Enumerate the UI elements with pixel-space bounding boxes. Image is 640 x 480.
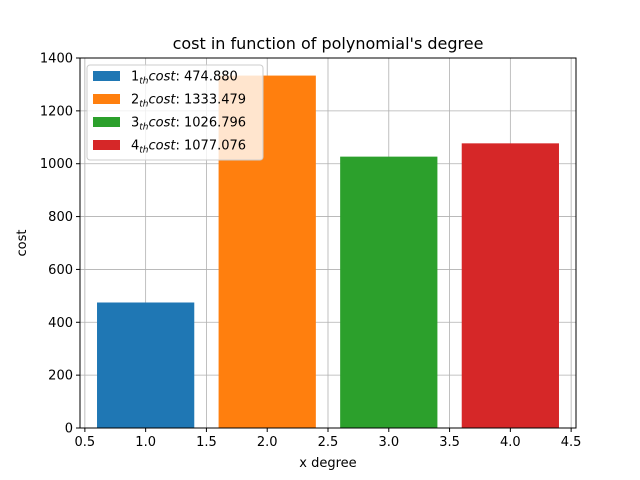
x-tick-label: 1.5 bbox=[196, 435, 217, 450]
x-tick-label: 3.5 bbox=[439, 435, 460, 450]
legend-box bbox=[86, 64, 264, 161]
bar-3 bbox=[340, 156, 438, 428]
x-axis-ticks: 0.5 1.0 1.5 2.0 2.5 3.0 3.5 4.0 4.5 bbox=[75, 428, 582, 450]
y-axis-label: cost bbox=[15, 230, 30, 257]
legend-swatch-1 bbox=[93, 71, 120, 81]
y-axis-ticks: 0 200 400 600 800 1000 1200 1400 bbox=[40, 52, 80, 437]
x-axis-label: x degree bbox=[299, 456, 356, 471]
y-tick-label: 1000 bbox=[40, 157, 73, 172]
legend-swatch-3 bbox=[93, 117, 120, 127]
x-tick-label: 2.5 bbox=[318, 435, 339, 450]
legend-label-1: 1thcost: 474.880 bbox=[131, 70, 238, 87]
x-tick-label: 2.0 bbox=[257, 435, 278, 450]
y-tick-label: 0 bbox=[65, 422, 73, 437]
x-tick-label: 4.0 bbox=[500, 435, 521, 450]
y-tick-label: 200 bbox=[48, 369, 73, 384]
y-tick-label: 1400 bbox=[40, 52, 73, 67]
bar-1 bbox=[97, 302, 195, 428]
x-tick-label: 0.5 bbox=[75, 435, 96, 450]
chart-title: cost in function of polynomial's degree bbox=[173, 34, 484, 53]
y-tick-label: 600 bbox=[48, 263, 73, 278]
y-tick-label: 400 bbox=[48, 316, 73, 331]
legend-label-3: 3thcost: 1026.796 bbox=[131, 116, 246, 133]
x-tick-label: 1.0 bbox=[135, 435, 156, 450]
legend-swatch-2 bbox=[93, 94, 120, 104]
x-tick-label: 4.5 bbox=[561, 435, 582, 450]
y-tick-label: 1200 bbox=[40, 104, 73, 119]
y-tick-label: 800 bbox=[48, 210, 73, 225]
legend-swatch-4 bbox=[93, 140, 120, 150]
legend-label-2: 2thcost: 1333.479 bbox=[131, 93, 246, 110]
legend: 1thcost: 474.880 2thcost: 1333.479 3thcost… bbox=[86, 64, 264, 161]
legend-label-4: 4thcost: 1077.076 bbox=[131, 139, 246, 156]
bar-4 bbox=[461, 143, 559, 429]
x-tick-label: 3.0 bbox=[378, 435, 399, 450]
